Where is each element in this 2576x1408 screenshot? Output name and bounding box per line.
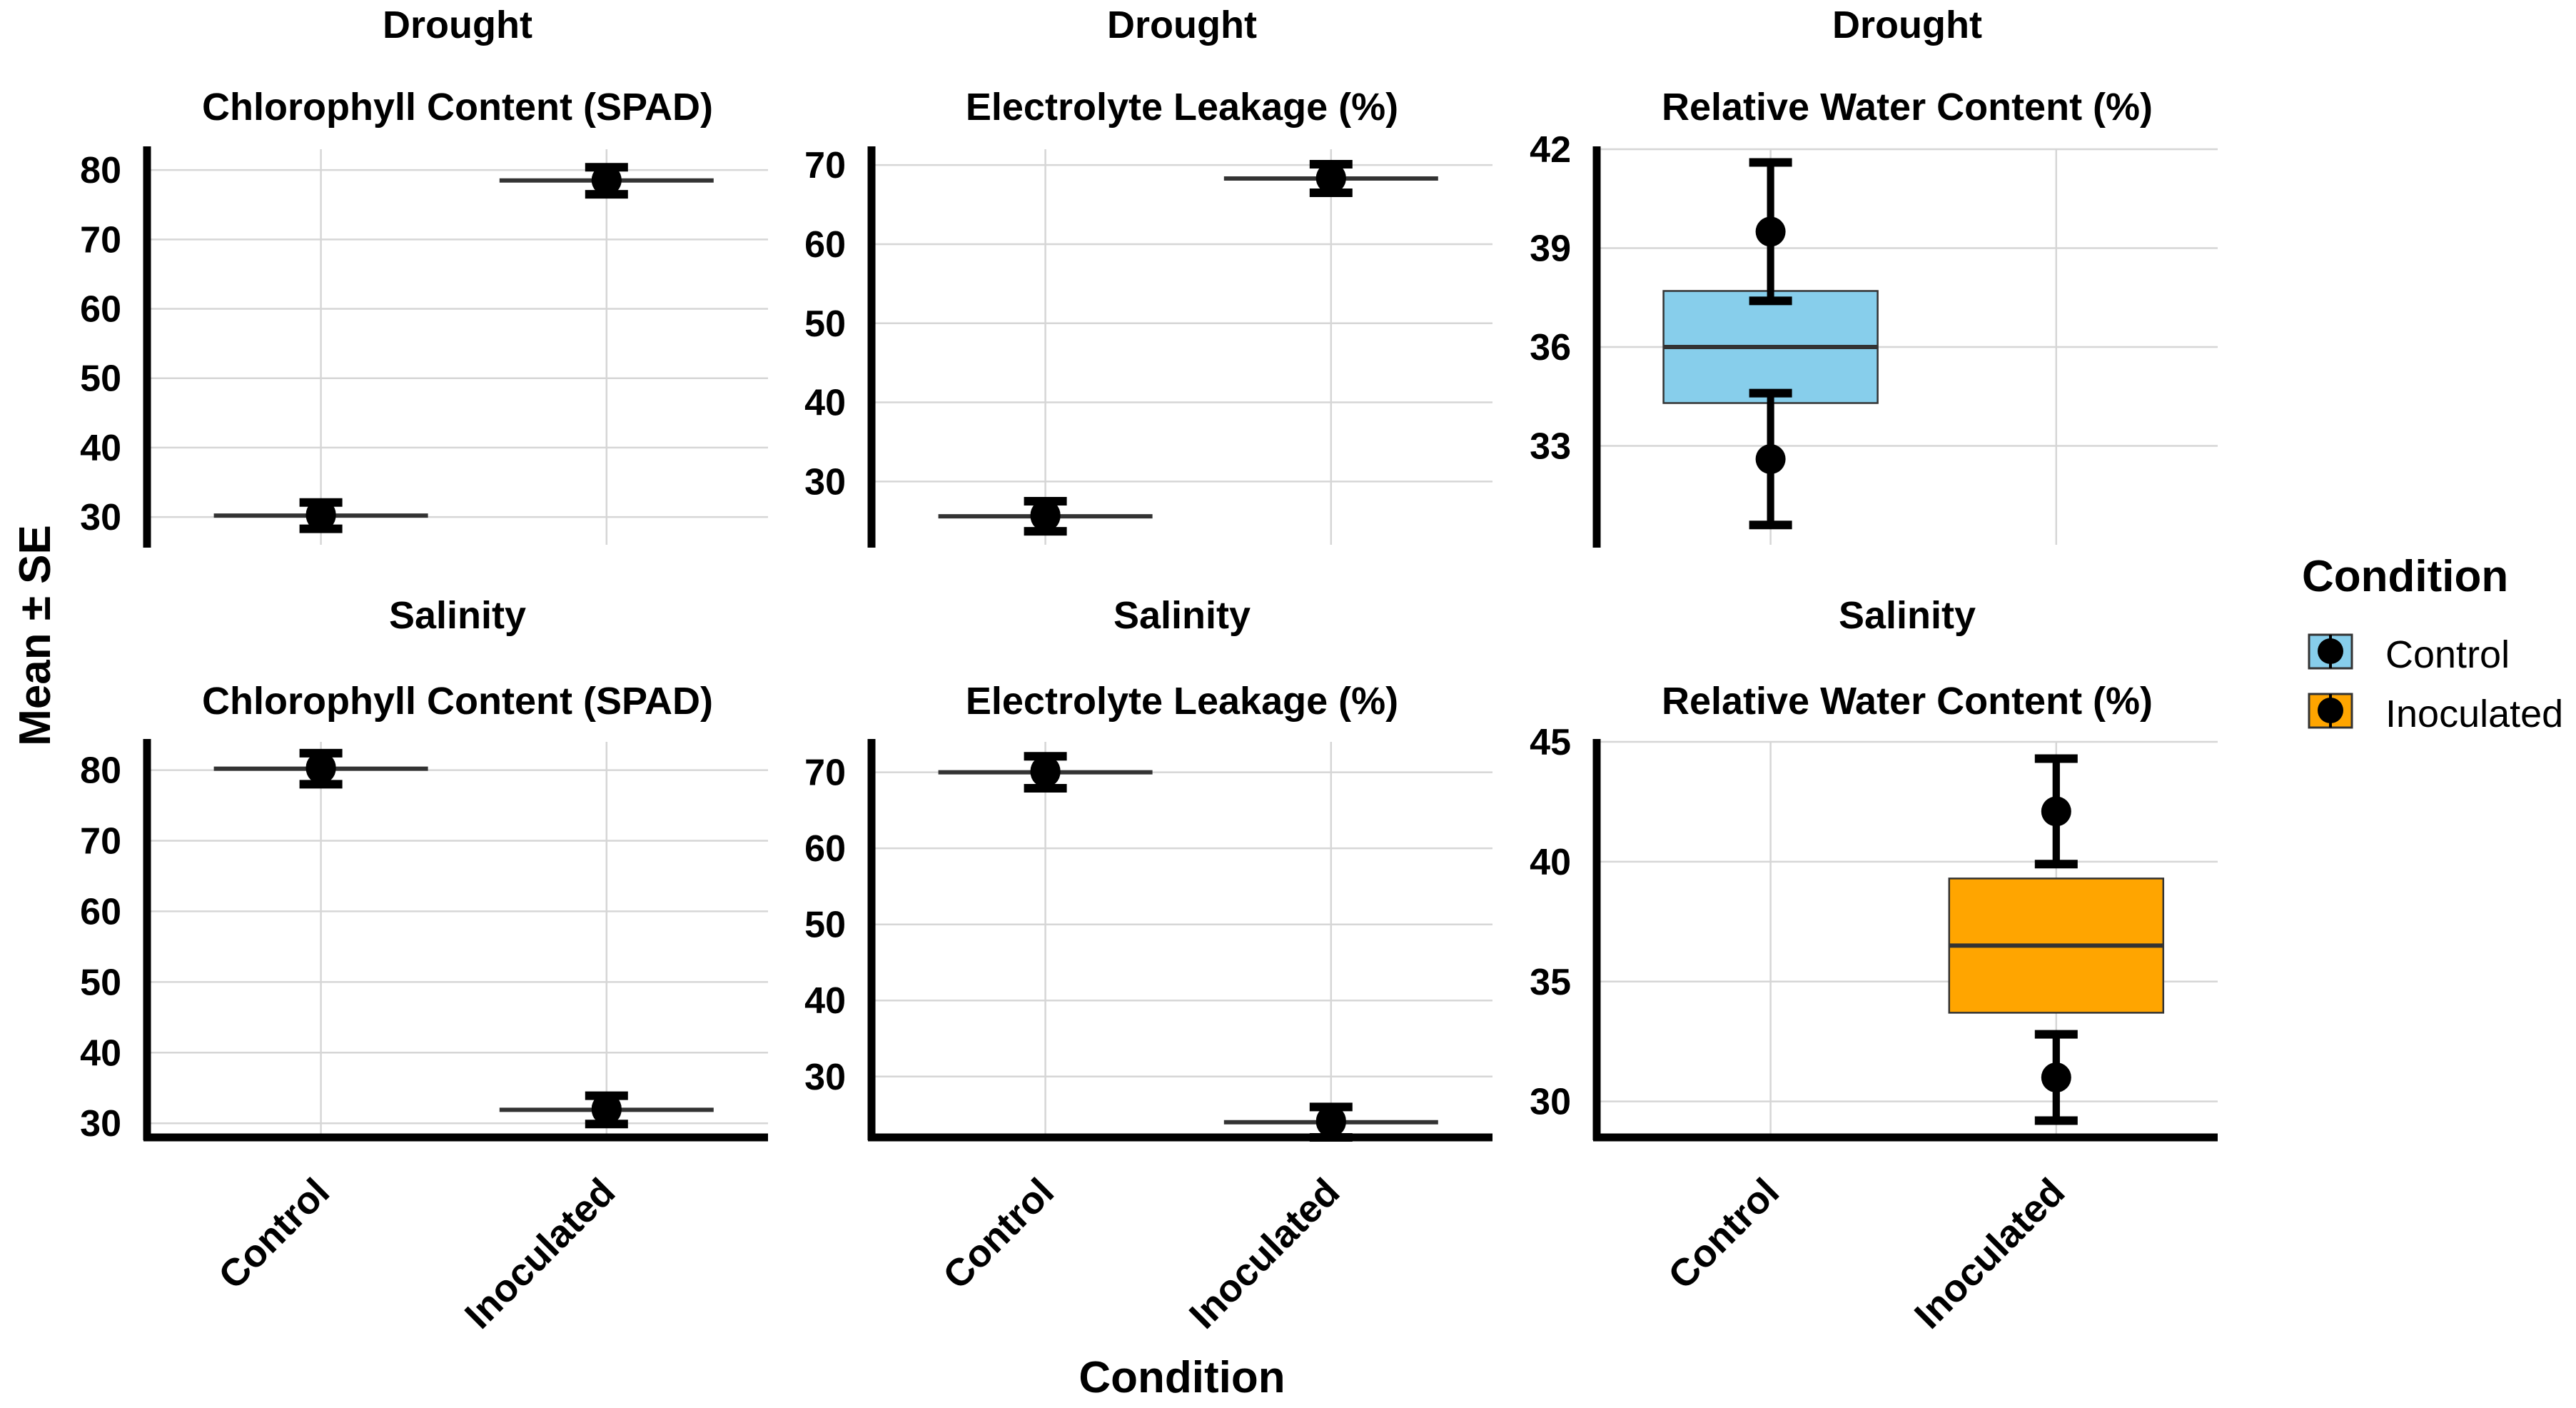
plot-area	[872, 742, 1492, 1137]
panel-strip-label: Salinity	[389, 594, 526, 637]
y-tick-label: 70	[804, 145, 846, 186]
panel-title: Electrolyte Leakage (%)	[966, 680, 1398, 723]
data-point	[591, 164, 622, 195]
data-point	[305, 499, 336, 530]
data-point	[1030, 499, 1061, 530]
y-tick-label: 40	[1530, 842, 1571, 883]
y-tick-label: 80	[80, 150, 121, 191]
y-tick-label: 40	[804, 383, 846, 424]
y-tick-label: 30	[1530, 1082, 1571, 1123]
y-tick-label: 33	[1530, 426, 1571, 468]
y-tick-label: 70	[804, 753, 846, 794]
y-tick-label: 80	[80, 750, 121, 792]
y-axis-label: Mean ± SE	[11, 525, 60, 746]
data-point	[1315, 162, 1346, 193]
y-tick-label: 40	[804, 980, 846, 1022]
y-tick-label: 70	[80, 821, 121, 863]
chart-panel: Drought Relative Water Content (%) 33 36 39 4…	[1530, 4, 2218, 548]
x-axis-label: Condition	[1079, 1353, 1285, 1402]
y-tick-label: 42	[1530, 129, 1571, 171]
y-tick-label: 60	[80, 891, 121, 932]
legend-label-inoculated: Inoculated	[2385, 693, 2563, 735]
panel-title: Relative Water Content (%)	[1662, 680, 2153, 723]
plot-area	[147, 149, 768, 545]
panel-strip-label: Salinity	[1113, 594, 1251, 637]
legend-key-inoculated-point	[2318, 698, 2343, 723]
y-tick-label: 50	[804, 303, 846, 345]
y-tick-label: 45	[1530, 722, 1571, 763]
y-tick-label: 30	[80, 497, 121, 538]
legend-label-control: Control	[2385, 633, 2510, 676]
data-point	[1755, 216, 1786, 247]
chart-panel: Drought Chlorophyll Content (SPAD) 30 40 50 6…	[80, 4, 768, 548]
panel-title: Chlorophyll Content (SPAD)	[202, 680, 713, 723]
legend-item-control: Control	[2308, 633, 2510, 676]
panel-strip-label: Salinity	[1839, 594, 1976, 637]
legend-title: Condition	[2302, 552, 2508, 601]
y-tick-label: 70	[80, 219, 121, 261]
y-tick-label: 30	[804, 461, 846, 503]
chart-panel: Salinity Chlorophyll Content (SPAD) 30 40 50…	[80, 594, 768, 1337]
panel-title: Relative Water Content (%)	[1662, 86, 2153, 129]
y-tick-label: 30	[80, 1103, 121, 1145]
data-point	[2041, 1062, 2071, 1093]
legend-key-control-point	[2318, 638, 2343, 664]
data-point	[1030, 755, 1061, 786]
legend-item-inoculated: Inoculated	[2308, 693, 2563, 735]
y-tick-label: 39	[1530, 228, 1571, 270]
data-point	[1315, 1105, 1346, 1136]
panel-title: Electrolyte Leakage (%)	[966, 86, 1398, 129]
panel-strip-label: Drought	[1832, 4, 1982, 46]
y-tick-label: 40	[80, 1032, 121, 1074]
y-tick-label: 30	[804, 1057, 846, 1098]
legend: Condition Control Inoculated	[2302, 552, 2563, 735]
data-point	[1755, 443, 1786, 474]
panel-strip-label: Drought	[383, 4, 532, 46]
plot-area	[872, 149, 1492, 545]
y-tick-label: 36	[1530, 327, 1571, 368]
y-tick-label: 50	[80, 962, 121, 1003]
data-point	[591, 1093, 622, 1124]
y-tick-label: 40	[80, 428, 121, 469]
plot-area	[147, 742, 768, 1137]
y-tick-label: 50	[80, 358, 121, 400]
panel-title: Chlorophyll Content (SPAD)	[202, 86, 713, 129]
panel-strip-label: Drought	[1107, 4, 1257, 46]
y-tick-label: 60	[804, 224, 846, 266]
y-tick-label: 60	[80, 289, 121, 331]
y-tick-label: 50	[804, 905, 846, 946]
y-tick-label: 35	[1530, 962, 1571, 1003]
data-point	[305, 752, 336, 783]
data-point	[2041, 796, 2071, 827]
y-tick-label: 60	[804, 828, 846, 870]
chart-panel: Drought Electrolyte Leakage (%) 30 40 50 60 70	[804, 4, 1492, 548]
